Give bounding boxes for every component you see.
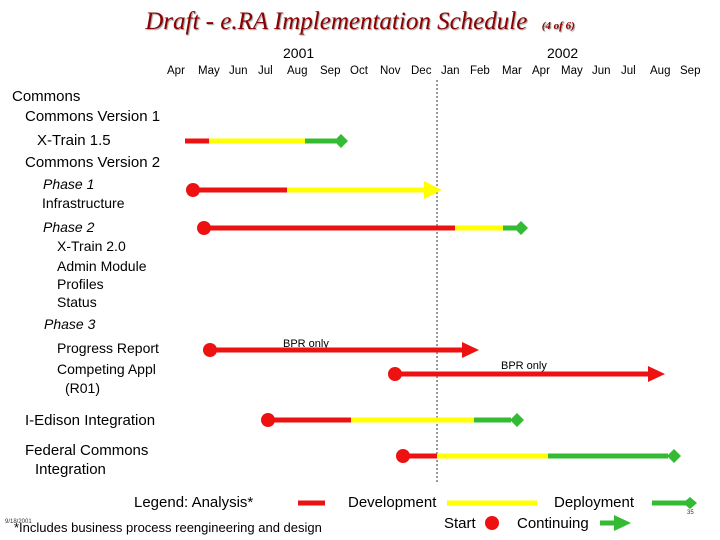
title-main: Draft - e.RA Implementation Schedule <box>145 8 528 35</box>
label-phase-2: Phase 2 <box>43 219 95 235</box>
milestone-iedison <box>510 413 524 427</box>
legend-deployment-text: Deployment <box>554 494 635 511</box>
label-integration: Integration <box>35 461 106 478</box>
month-label: Aug <box>650 65 671 77</box>
page-title: Draft - e.RA Implementation Schedule (4 … <box>0 8 720 36</box>
legend-analysis-text: Analysis* <box>191 494 254 511</box>
label-admin-module: Admin Module <box>57 258 147 274</box>
month-label: Apr <box>167 65 185 77</box>
year-2001: 2001 <box>283 45 315 61</box>
year-2002: 2002 <box>547 45 579 61</box>
month-label: Jan <box>441 65 460 77</box>
footer-page-number: 35 <box>687 510 694 516</box>
title-page-indicator: (4 of 6) <box>541 20 575 32</box>
arrow-phase1-continuing <box>424 181 442 199</box>
label-xtrain-1-5: X-Train 1.5 <box>37 132 111 149</box>
label-commons-version-2: Commons Version 2 <box>25 154 161 171</box>
legend-development-text: Development <box>348 494 437 511</box>
label-commons: Commons <box>12 88 81 105</box>
month-label: Jul <box>621 65 636 77</box>
milestone-federal-commons <box>667 449 681 463</box>
legend-milestone-deployment <box>683 497 697 509</box>
label-r01: (R01) <box>65 380 101 396</box>
label-progress-report: Progress Report <box>57 340 159 356</box>
legend-continuing-arrow-icon <box>614 515 631 531</box>
milestone-phase2 <box>514 221 528 235</box>
arrow-competing-appl-continuing <box>648 366 665 382</box>
legend-footnote: *Includes business process reengineering… <box>14 520 322 535</box>
month-label: Feb <box>470 65 490 77</box>
month-label: Sep <box>680 65 701 77</box>
label-phase-1: Phase 1 <box>43 176 95 192</box>
month-label: Aug <box>287 65 308 77</box>
label-profiles: Profiles <box>57 276 104 292</box>
legend-continuing-text: Continuing <box>517 515 589 532</box>
month-label: Oct <box>350 65 368 77</box>
milestone-xtrain15 <box>334 134 348 148</box>
month-label: Dec <box>411 65 432 77</box>
annotation-bpr-only-1: BPR only <box>283 338 329 350</box>
label-infrastructure: Infrastructure <box>42 195 125 211</box>
month-label: Jul <box>258 65 273 77</box>
footer-date: 9/18/2001 <box>5 519 32 525</box>
month-label: Apr <box>532 65 550 77</box>
legend-start-icon <box>485 516 499 530</box>
label-federal-commons: Federal Commons <box>25 442 149 459</box>
label-commons-version-1: Commons Version 1 <box>25 108 161 125</box>
annotation-bpr-only-2: BPR only <box>501 360 547 372</box>
month-label: May <box>561 65 583 77</box>
month-label: May <box>198 65 220 77</box>
legend-label: Legend: Analysis* <box>134 494 253 511</box>
month-label: Jun <box>592 65 611 77</box>
month-label: Nov <box>380 65 401 77</box>
legend-start-text: Start <box>444 515 476 532</box>
label-status: Status <box>57 294 97 310</box>
month-label: Sep <box>320 65 341 77</box>
legend-label-text: Legend: <box>134 494 189 511</box>
month-label: Mar <box>502 65 522 77</box>
month-label: Jun <box>229 65 248 77</box>
label-phase-3: Phase 3 <box>44 316 96 332</box>
label-xtrain-2-0: X-Train 2.0 <box>57 238 126 254</box>
label-competing-appl: Competing Appl <box>57 361 156 377</box>
label-iedison-integration: I-Edison Integration <box>25 412 156 429</box>
arrow-progress-report-continuing <box>462 342 479 358</box>
